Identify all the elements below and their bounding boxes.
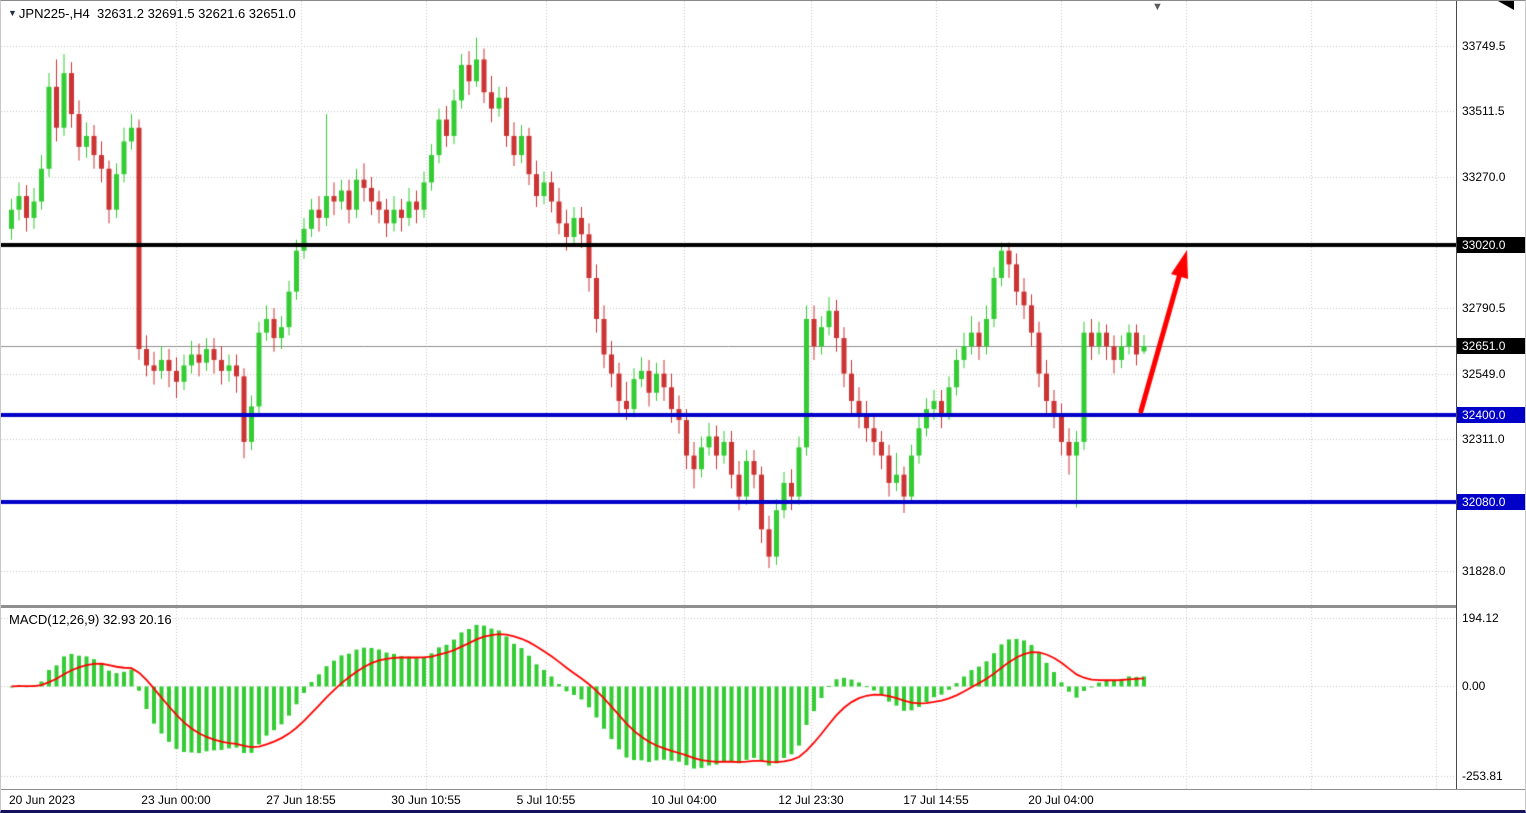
symbol-title: JPN225-,H4 [18, 6, 90, 21]
price-chart-canvas[interactable] [1, 1, 1456, 605]
macd-tick-label: -253.81 [1462, 769, 1503, 783]
price-tick-label: 32311.0 [1462, 431, 1505, 446]
time-axis-divider [1, 789, 1525, 790]
price-tick-label: 33749.5 [1462, 38, 1506, 53]
time-axis-label: 12 Jul 23:30 [778, 793, 844, 807]
time-axis-label: 10 Jul 04:00 [651, 793, 717, 807]
current-price-tag: 32651.0 [1457, 338, 1525, 355]
time-axis-label: 23 Jun 00:00 [141, 793, 211, 807]
macd-tick-label: 194.12 [1462, 611, 1499, 625]
ohlc-readout: 32631.2 32691.5 32621.6 32651.0 [96, 6, 296, 21]
price-tick-label: 32549.0 [1462, 366, 1506, 381]
panel-divider[interactable] [1, 605, 1456, 608]
price-tick-label: 32790.5 [1462, 300, 1506, 315]
time-axis-label: 5 Jul 10:55 [516, 793, 576, 807]
time-axis-label: 17 Jul 14:55 [903, 793, 969, 807]
price-tick-label: 33270.0 [1462, 169, 1506, 184]
price-tick-label: 31828.0 [1462, 563, 1506, 578]
time-axis-label: 30 Jun 10:55 [391, 793, 461, 807]
chart-header: ▼ JPN225-,H4 32631.2 32691.5 32621.6 3265… [8, 6, 296, 21]
macd-indicator-label: MACD(12,26,9) 32.93 20.16 [9, 612, 172, 627]
time-axis-label: 20 Jun 2023 [9, 793, 76, 807]
chart-shift-marker-icon[interactable]: ▼ [1152, 1, 1163, 13]
time-axis[interactable]: 20 Jun 2023 23 Jun 00:00 27 Jun 18:55 30 Ju… [1, 790, 1525, 810]
macd-tick-label: 0.00 [1462, 679, 1486, 694]
symbol-dropdown-icon[interactable]: ▼ [8, 8, 17, 18]
price-level-tag: 33020.0 [1457, 237, 1525, 254]
price-tick-label: 33511.5 [1462, 103, 1505, 118]
price-level-tag: 32400.0 [1457, 406, 1525, 423]
corner-marker-icon [1498, 1, 1514, 10]
price-level-tag: 32080.0 [1457, 494, 1525, 510]
time-axis-label: 20 Jul 04:00 [1028, 793, 1094, 807]
macd-indicator-canvas[interactable] [1, 608, 1456, 789]
price-axis[interactable]: 33749.5 33511.5 33270.0 32790.5 32549.0 32311… [1456, 1, 1525, 789]
time-axis-label: 27 Jun 18:55 [266, 793, 336, 807]
